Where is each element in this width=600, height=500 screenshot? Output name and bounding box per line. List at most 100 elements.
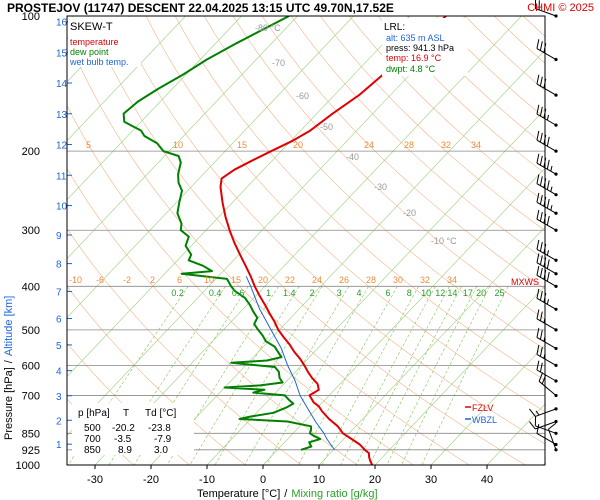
wind-barb-feather <box>539 176 543 186</box>
wind-barb-dot <box>554 172 558 176</box>
wind-barb <box>536 253 558 276</box>
wind-barb-feather <box>539 346 543 357</box>
wind-barb-dot <box>554 379 558 383</box>
altitude-tick-label: 13 <box>56 110 68 121</box>
dry-adiabat <box>261 16 545 290</box>
altitude-tick-label: 4 <box>56 367 62 378</box>
wind-barb-dot <box>554 393 558 398</box>
wind-barb-half-feather <box>550 165 553 172</box>
isotherm-label: 34 <box>447 275 457 285</box>
wind-barb-dot <box>554 442 558 447</box>
mixing-ratio-label: 2 <box>310 288 315 298</box>
wind-barb <box>538 372 558 398</box>
wind-barb-half-feather <box>546 114 550 121</box>
fzlv-label: FZLV <box>472 403 493 413</box>
wind-barb-feather <box>539 362 543 373</box>
mixing-ratio-label: 0.6 <box>232 288 245 298</box>
pressure-tick-label: 500 <box>22 325 40 337</box>
adiabat-label: 24 <box>364 140 374 150</box>
dry-adiabat <box>203 16 545 350</box>
isotherm-label: 32 <box>420 275 430 285</box>
wind-barb-dot <box>554 228 558 232</box>
wind-barb-dot <box>554 149 558 153</box>
wind-barb-shaft <box>535 421 557 430</box>
svg-text:Pressure [hPa]/Altitude [km]: Pressure [hPa] / Altitude [km] <box>3 296 15 440</box>
isotherm-label: 26 <box>339 275 349 285</box>
wind-barb-dot <box>554 407 558 411</box>
wind-barb <box>548 422 558 452</box>
mixing-ratio-line <box>321 286 419 465</box>
wind-barb-shaft <box>536 433 557 445</box>
dry-adiabat <box>232 16 545 320</box>
wind-barb-dot <box>554 448 558 452</box>
wind-barb-shaft <box>548 428 557 450</box>
wind-barb-feather <box>536 360 540 371</box>
wind-barb-feather <box>539 241 543 252</box>
table-cell: 500 <box>84 423 101 434</box>
wind-barb-feather <box>538 372 544 382</box>
pressure-tick-label: 400 <box>22 281 40 293</box>
isotherm <box>150 49 545 465</box>
wind-barb-dot <box>554 284 558 288</box>
wind-barb-feather <box>548 422 557 430</box>
wind-barb-feather <box>539 41 543 51</box>
pressure-tick-label: 1000 <box>16 460 40 472</box>
wind-barb-feather <box>546 198 550 209</box>
isotherm-label: 24 <box>312 275 322 285</box>
mxws-label: MXWS <box>511 277 539 287</box>
y-axis-altitude-label: Altitude [km] <box>3 296 15 357</box>
mixing-ratio-label: 0.4 <box>209 288 222 298</box>
altitude-tick-label: 2 <box>56 416 62 427</box>
temperature-tick-label: 40 <box>481 474 493 486</box>
dry-adiabat <box>290 16 545 261</box>
dry-adiabat <box>348 16 545 203</box>
wind-barb-feather <box>539 76 543 87</box>
x-axis-slash: / <box>284 488 288 500</box>
isotherm <box>94 16 522 465</box>
adiabat-label: 34 <box>471 140 481 150</box>
wind-barb-dot <box>554 14 558 18</box>
table-cell: 3.0 <box>154 445 168 456</box>
wind-barb-feather <box>536 39 540 49</box>
wind-barb-shaft <box>535 425 557 434</box>
wind-barb-dot <box>554 346 558 351</box>
table-header-t: T <box>123 408 129 419</box>
wind-barb-feather <box>539 290 543 301</box>
wind-barb-feather <box>539 194 543 205</box>
upper-isotherm-label: -60 <box>296 91 309 101</box>
x-axis-temp-label: Temperature [°C] <box>197 488 280 500</box>
wind-barb-dot <box>554 258 558 262</box>
mixing-ratio-label: 25 <box>494 288 504 298</box>
isotherm-label: 20 <box>258 275 268 285</box>
isotherm-label: 10 <box>204 275 214 285</box>
mixing-ratio-label: 4 <box>357 288 362 298</box>
lrl-temperature: temp: 16.9 °C <box>386 53 442 63</box>
isotherm-label: 30 <box>393 275 403 285</box>
wind-barb-dot <box>554 307 558 311</box>
wind-barb-dot <box>554 272 558 276</box>
isotherm-label: 22 <box>285 275 295 285</box>
isotherm <box>374 285 545 465</box>
plot-frame <box>66 15 546 466</box>
isotherm-label: -2 <box>123 275 131 285</box>
wind-barb-feather <box>546 259 550 269</box>
mixing-ratio-label: 0.2 <box>171 288 184 298</box>
wind-barb-half-feather <box>550 186 553 192</box>
wbzl-label: WBZL <box>472 415 497 425</box>
wind-barb-dot <box>554 211 558 215</box>
wind-barb-feather <box>536 104 540 115</box>
wind-barb-feather <box>536 174 540 184</box>
table-cell: -20.2 <box>112 423 135 434</box>
upper-isotherm-label: -70 <box>272 58 285 68</box>
mixing-ratio-label: 12 <box>435 288 445 298</box>
mixing-ratio-label: 1.4 <box>283 288 296 298</box>
wind-barb-feather <box>546 215 550 226</box>
mixing-ratio-label: 20 <box>476 288 486 298</box>
mixing-ratio-label: 17 <box>463 288 473 298</box>
wind-barb-half-feather <box>546 250 550 256</box>
temperature-tick-label: 20 <box>369 474 381 486</box>
adiabat-label: 5 <box>86 140 91 150</box>
wind-barb-feather <box>546 180 550 190</box>
wind-barb-feather <box>529 408 536 417</box>
